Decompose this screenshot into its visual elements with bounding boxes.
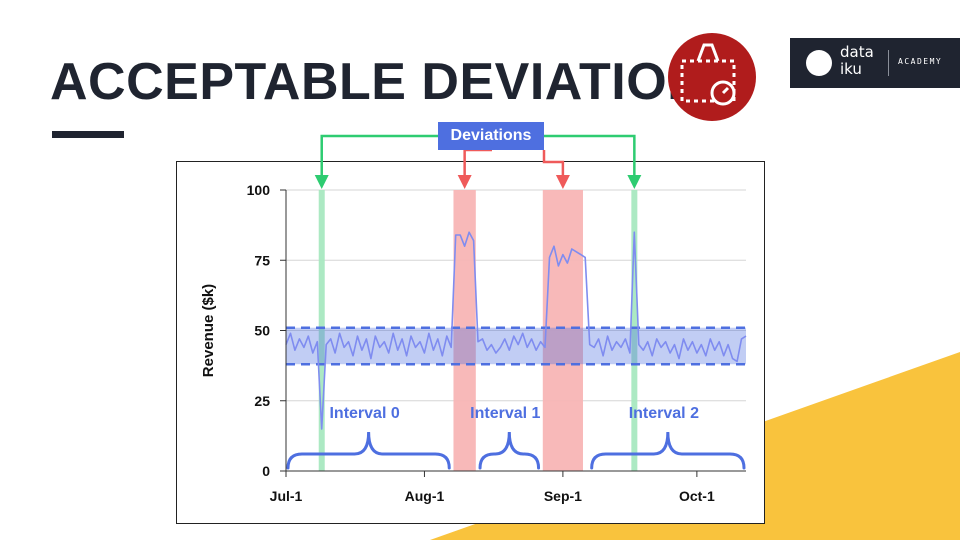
x-tick-label: Oct-1 [679, 488, 715, 504]
axes: 0 25 50 75 100 Jul-1 Aug-1 Sep-1 Oct-1 Revenue ($… [200, 182, 746, 504]
deviation-highlights [318, 190, 638, 471]
connector-green-right-arrowhead [627, 175, 642, 189]
y-tick-label: 50 [254, 323, 270, 339]
y-axis-label: Revenue ($k) [200, 284, 217, 377]
brand-divider [888, 50, 889, 76]
y-tick-label: 25 [254, 393, 270, 409]
connector-red-right [542, 150, 565, 177]
dataiku-academy-logo: data iku ACADEMY [790, 38, 960, 88]
band-fill [286, 327, 746, 365]
bird-icon [806, 50, 832, 76]
interval-label: Interval 1 [470, 405, 540, 422]
revenue-line [285, 231, 747, 430]
title-underline [52, 131, 124, 138]
connector-red-left [463, 148, 492, 177]
connector-green-left-arrowhead [314, 175, 329, 189]
deviation-highlight [453, 190, 476, 471]
y-tick-label: 75 [254, 252, 270, 268]
x-tick-label: Sep-1 [544, 488, 582, 504]
series-line [285, 231, 747, 430]
brand-wordmark-line2: iku [840, 60, 862, 78]
connector-green-left [320, 134, 438, 177]
acceptable-band [286, 326, 746, 366]
shopping-bag-gauge-icon [680, 43, 736, 106]
connector-green-right [544, 134, 636, 177]
deviation-highlight [542, 190, 583, 471]
brand-wordmark: data iku [840, 44, 874, 78]
interval-label: Interval 2 [629, 405, 699, 422]
brand-academy: ACADEMY [898, 57, 943, 66]
y-tick-label: 0 [262, 463, 270, 479]
brand-wordmark-line1: data [840, 43, 874, 61]
interval-brace [478, 431, 541, 470]
slide-title: ACCEPTABLE DEVIATION [50, 53, 706, 111]
deviations-callout: Deviations [438, 122, 544, 150]
deviation-highlight [631, 190, 638, 471]
connector-red-right-arrowhead [555, 175, 570, 189]
y-tick-label: 100 [247, 182, 271, 198]
x-tick-label: Jul-1 [270, 488, 303, 504]
gridlines [286, 189, 746, 402]
callout-connectors [314, 134, 642, 189]
interval-label: Interval 0 [329, 405, 399, 422]
interval-brace [286, 431, 451, 470]
badge-logo [668, 33, 756, 121]
connector-red-left-arrowhead [457, 175, 472, 189]
interval-annotations: Interval 0 Interval 1 Interval 2 [286, 405, 746, 470]
deviation-highlight [318, 190, 325, 471]
interval-brace [590, 431, 746, 470]
x-tick-label: Aug-1 [405, 488, 445, 504]
